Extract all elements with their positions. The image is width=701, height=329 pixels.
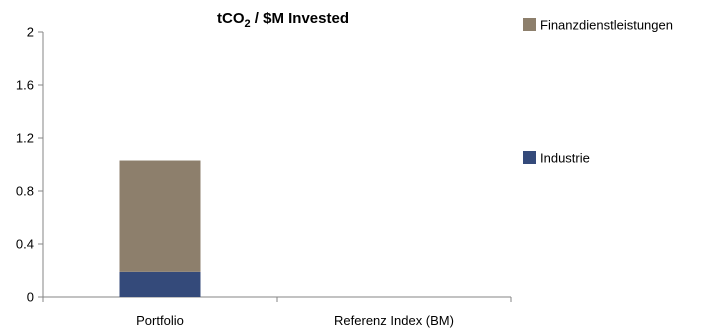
bar-segment-finanzdienstleistungen-0 xyxy=(119,160,201,272)
legend-label-industrie: Industrie xyxy=(540,151,590,166)
chart-title-prefix: tCO xyxy=(217,10,245,27)
legend-label-finanzdienstleistungen: Finanzdienstleistungen xyxy=(540,18,673,33)
y-tick-label: 1.6 xyxy=(16,78,34,93)
y-tick-label: 0 xyxy=(27,290,34,305)
chart-title-subscript: 2 xyxy=(245,18,251,30)
chart-title: tCO2 / $M Invested xyxy=(217,10,349,30)
x-category-label: Portfolio xyxy=(136,313,184,328)
chart-title-suffix: / $M Invested xyxy=(251,10,349,27)
legend-swatch-finanzdienstleistungen xyxy=(523,18,536,31)
axes-layer xyxy=(38,31,512,302)
y-tick-label: 2 xyxy=(27,25,34,40)
y-tick-label: 1.2 xyxy=(16,131,34,146)
x-category-label: Referenz Index (BM) xyxy=(334,313,454,328)
legend: Finanzdienstleistungen Industrie xyxy=(523,18,673,166)
labels-layer: 0 0.4 0.8 1.2 1.6 2 Portfolio Referenz Index (B… xyxy=(16,25,454,329)
bars-layer xyxy=(119,160,201,297)
bar-segment-industrie-0 xyxy=(119,271,201,297)
y-tick-label: 0.8 xyxy=(16,184,34,199)
legend-swatch-industrie xyxy=(523,151,536,164)
y-tick-label: 0.4 xyxy=(16,237,34,252)
